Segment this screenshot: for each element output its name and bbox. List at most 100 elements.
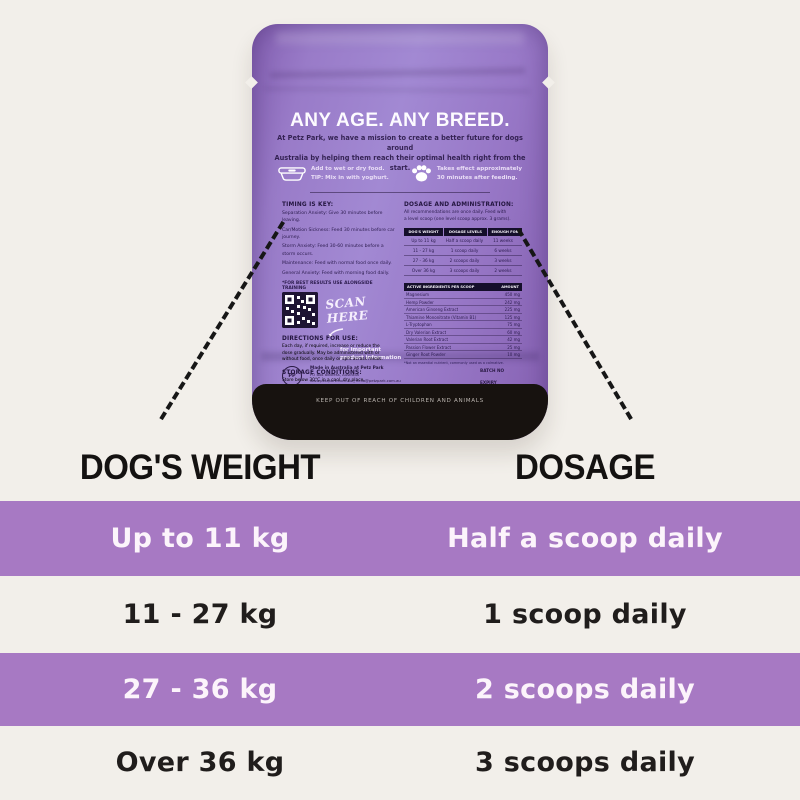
scan-here-label: SCAN HERE: [324, 294, 369, 326]
mini-cell: Up to 11 kg: [411, 238, 436, 244]
table-row: 11 - 27 kg 1 scoop daily: [0, 576, 800, 653]
dosage-cell: Half a scoop daily: [447, 522, 723, 554]
pouch-headline: ANY AGE. ANY BREED.: [290, 110, 510, 131]
mission-text: At Petz Park, we have a mission to creat…: [274, 134, 526, 172]
ingredient-name: Magnesium: [406, 292, 430, 298]
mini-table-row: 27 - 36 kg 2 scoops daily 3 weeks: [404, 256, 522, 267]
mini-cell: 1 scoop daily: [450, 248, 479, 254]
timing-line: Car/Motion Sickness: Feed 30 minutes bef…: [282, 227, 395, 240]
directions-section: DIRECTIONS FOR USE: Each day, if require…: [282, 336, 400, 369]
pouch-crease: [263, 86, 531, 94]
weight-cell: Over 36 kg: [115, 746, 285, 778]
table-row: Over 36 kg 3 scoops daily: [0, 726, 800, 800]
ingredient-name: Valerian Root Extract: [406, 337, 449, 343]
pouch-dosage-table-header: DOG'S WEIGHT DOSAGE LEVELS ENOUGH FOR: [404, 228, 522, 237]
ingredient-row: American Ginseng Extract 225 mg: [404, 306, 522, 314]
ingredient-row: Thiamine Mononitrate (Vitamin B1) 125 mg: [404, 314, 522, 322]
mini-table-row: Over 36 kg 3 scoops daily 2 weeks: [404, 266, 522, 277]
scan-subtitle: for important product information: [340, 347, 402, 362]
weight-cell: Up to 11 kg: [110, 522, 290, 554]
tear-notch-left: [245, 76, 258, 89]
ingredient-amount: 42 mg: [507, 337, 520, 343]
dosage-header: DOSAGE: [514, 446, 656, 487]
mini-cell: 2 weeks: [494, 268, 512, 274]
directions-body: Each day, if required, increase or reduc…: [282, 344, 383, 363]
comparison-headers: DOG'S WEIGHT DOSAGE: [0, 446, 800, 494]
mini-cell: 6 weeks: [494, 248, 512, 254]
product-pouch: ANY AGE. ANY BREED. At Petz Park, we hav…: [245, 24, 555, 440]
mini-cell: Over 36 kg: [411, 268, 436, 274]
timing-title: TIMING IS KEY:: [282, 202, 334, 208]
ingredients-header-name: ACTIVE INGREDIENTS PER SCOOP: [407, 285, 475, 290]
ingredient-amount: 225 mg: [504, 307, 520, 313]
weight-cell: 27 - 36 kg: [122, 673, 278, 705]
ingredient-row: Dry Valerian Extract 60 mg: [404, 329, 522, 337]
ingredient-row: Ginger Root Powder 10 mg: [404, 351, 522, 359]
bowl-icon: [278, 166, 306, 181]
ingredient-name: Passion Flower Extract: [406, 344, 452, 350]
feature-bowl: Add to wet or dry food. TIP: Mix in with…: [278, 164, 389, 183]
directions-title: DIRECTIONS FOR USE:: [282, 336, 359, 342]
ingredient-amount: 125 mg: [504, 314, 520, 320]
qr-code: [282, 292, 318, 328]
mini-cell: 27 - 36 kg: [412, 258, 435, 264]
divider: [310, 192, 490, 193]
dosage-cell: 1 scoop daily: [483, 598, 687, 630]
mini-header-cell: ENOUGH FOR: [488, 228, 522, 237]
pouch-bottom-band: KEEP OUT OF REACH OF CHILDREN AND ANIMAL…: [252, 384, 548, 440]
timing-line: Storm Anxiety: Feed 30-60 minutes before…: [282, 244, 384, 257]
ingredient-name: Hemp Powder: [406, 299, 434, 305]
feature-paw: Takes effect approximately 30 minutes af…: [411, 164, 522, 183]
ingredients-footnote: *Not an essential nutrient, commonly use…: [404, 360, 504, 365]
pouch-dosage-table: DOG'S WEIGHT DOSAGE LEVELS ENOUGH FOR Up…: [404, 228, 522, 277]
ingredient-amount: 10 mg: [507, 352, 520, 358]
dosage-admin-section: DOSAGE AND ADMINISTRATION: All recommend…: [404, 202, 522, 365]
brand-stamp: PP: [282, 366, 302, 386]
address-text: PO Box address, Australia: [310, 372, 359, 378]
scan-arrow-icon: [328, 328, 344, 337]
tear-notch-right: [542, 76, 555, 89]
weight-header: DOG'S WEIGHT: [79, 446, 321, 487]
ingredient-name: Thiamine Mononitrate (Vitamin B1): [406, 314, 477, 320]
timing-section: TIMING IS KEY: Separation Anxiety: Give …: [282, 202, 396, 291]
ingredients-table-header: ACTIVE INGREDIENTS PER SCOOP AMOUNT: [404, 283, 522, 292]
ingredient-name: American Ginseng Extract: [406, 307, 459, 313]
warning-text: KEEP OUT OF REACH OF CHILDREN AND ANIMAL…: [316, 398, 484, 404]
ingredient-amount: 25 mg: [507, 344, 520, 350]
ingredient-name: L-Tryptophan: [406, 322, 432, 328]
paw-icon: [411, 165, 431, 182]
table-row: 27 - 36 kg 2 scoops daily: [0, 653, 800, 726]
mini-cell: 3 weeks: [494, 258, 512, 264]
batch-label: BATCH NO: [480, 368, 505, 373]
ingredient-amount: 450 mg: [504, 292, 520, 298]
bowl-feature-text: Add to wet or dry food. TIP: Mix in with…: [311, 166, 389, 181]
website-text: www.petzpark.com.au | hello@petzpark.com…: [310, 378, 401, 384]
ingredient-row: Passion Flower Extract 25 mg: [404, 344, 522, 352]
timing-line: General Anxiety: Feed with morning food …: [282, 270, 390, 276]
mini-cell: 3 scoops daily: [449, 268, 480, 274]
table-row: Up to 11 kg Half a scoop daily: [0, 501, 800, 576]
ingredient-row: Magnesium 450 mg: [404, 291, 522, 299]
made-in-text: Made in Australia at Petz Park: [310, 366, 384, 371]
weight-cell: 11 - 27 kg: [122, 598, 278, 630]
ingredient-name: Dry Valerian Extract: [406, 329, 447, 335]
dosage-admin-body: All recommendations are once daily. Feed…: [404, 210, 511, 222]
ingredient-name: Ginger Root Powder: [406, 352, 446, 358]
scan-here: SCAN HERE for important product informat…: [324, 292, 412, 362]
ingredient-amount: 75 mg: [507, 322, 520, 328]
expiry-label: EXPIRY: [480, 380, 497, 385]
feature-row: Add to wet or dry food. TIP: Mix in with…: [278, 164, 522, 183]
mini-table-row: Up to 11 kg Half a scoop daily 11 weeks: [404, 236, 522, 247]
ingredient-row: L-Tryptophan 75 mg: [404, 321, 522, 329]
scan-section: SCAN HERE for important product informat…: [282, 292, 412, 362]
mini-table-row: 11 - 27 kg 1 scoop daily 6 weeks: [404, 246, 522, 257]
ingredient-amount: 242 mg: [504, 299, 520, 305]
paw-feature-text: Takes effect approximately 30 minutes af…: [436, 166, 522, 181]
storage-title: STORAGE CONDITIONS:: [282, 370, 362, 376]
batch-expiry: BATCH NO EXPIRY: [480, 368, 504, 392]
ingredients-table: ACTIVE INGREDIENTS PER SCOOP AMOUNT Magn…: [404, 283, 522, 365]
pouch-highlight: [275, 32, 525, 44]
mini-cell: 11 - 27 kg: [412, 248, 435, 254]
mini-cell: Half a scoop daily: [445, 238, 484, 244]
manufacturer-info: Made in Australia at Petz Park PO Box ad…: [310, 366, 440, 384]
